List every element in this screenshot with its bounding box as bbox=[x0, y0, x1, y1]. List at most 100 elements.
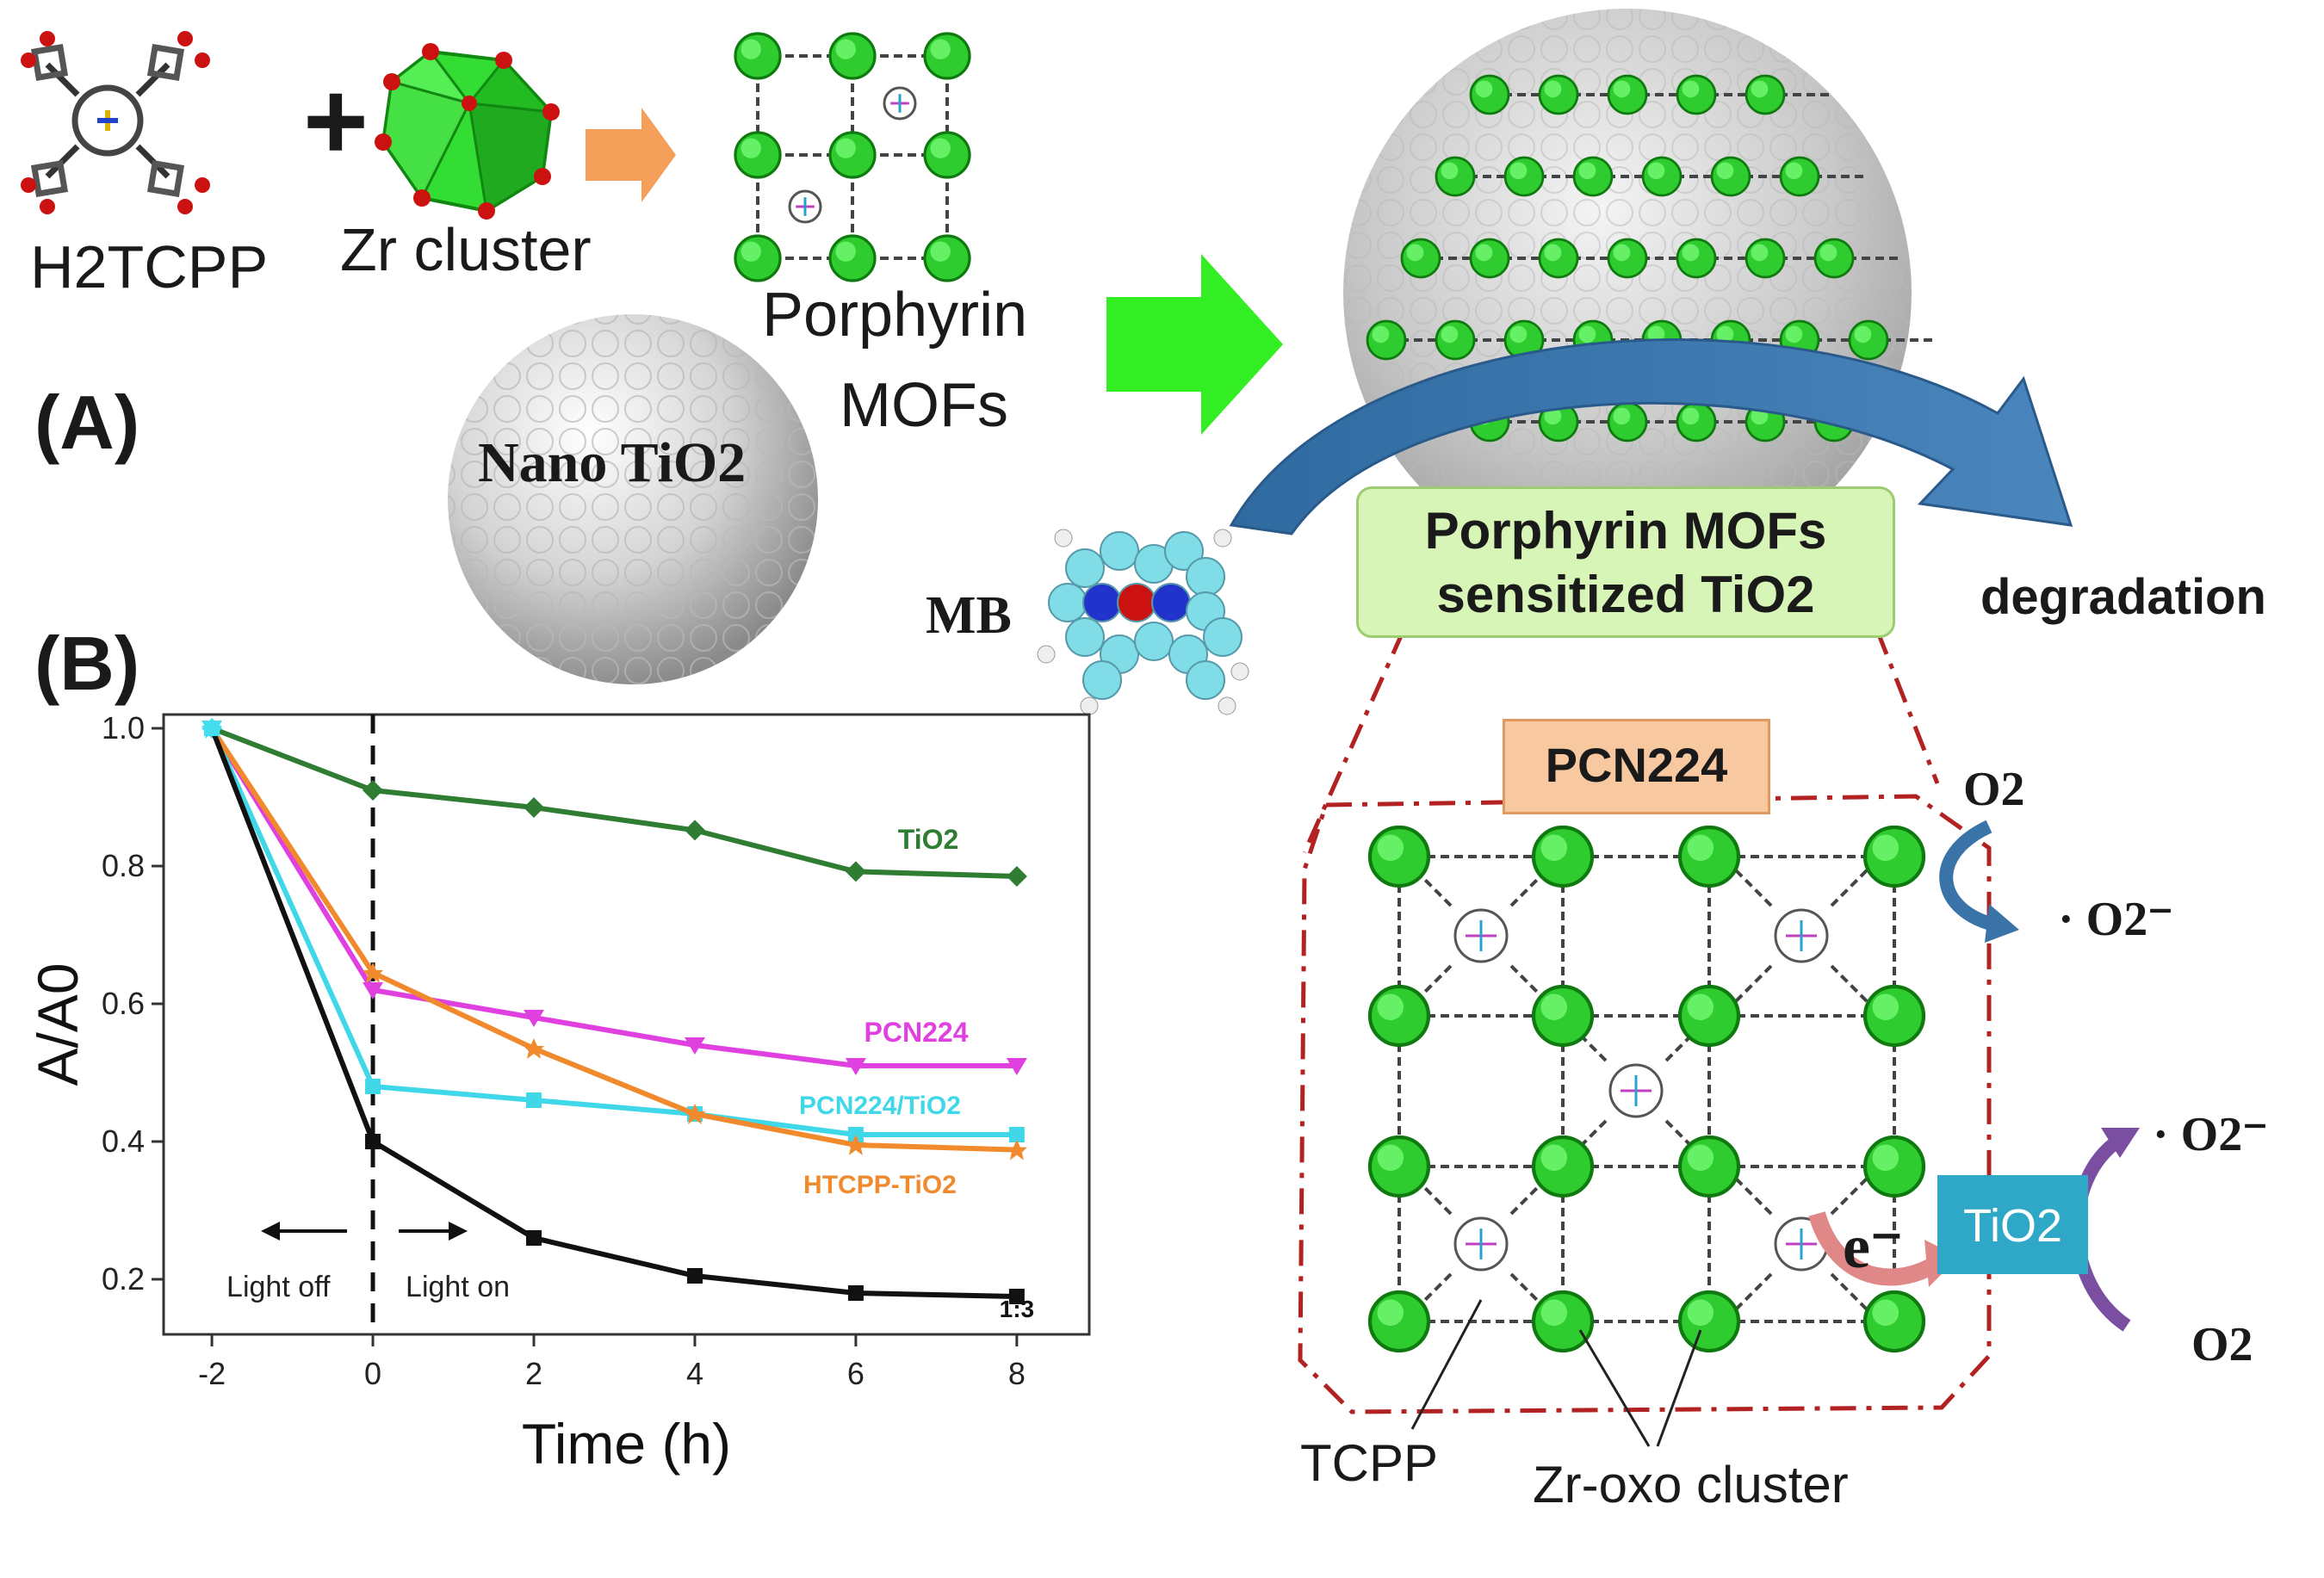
tcpp-label: TCPP bbox=[1300, 1434, 1439, 1492]
zr-oxo-cluster-icon bbox=[923, 131, 971, 179]
blue-degradation-arrow-icon bbox=[1229, 338, 2073, 535]
series-label: TiO2 bbox=[898, 824, 959, 855]
sphere-zr-cluster-icon bbox=[1745, 238, 1786, 279]
series-label: 1:3 bbox=[1000, 1296, 1034, 1322]
series-1-3: 1:3 bbox=[204, 721, 1034, 1322]
sphere-zr-cluster-icon bbox=[1538, 74, 1579, 115]
data-point bbox=[847, 1285, 864, 1301]
data-point bbox=[1006, 1058, 1027, 1075]
o2-bottom-label: O2 bbox=[2191, 1318, 2253, 1371]
data-point bbox=[1008, 1127, 1025, 1142]
sphere-zr-cluster-icon bbox=[1572, 156, 1614, 197]
data-point bbox=[524, 1010, 544, 1027]
porphyrin-mof-framework-icon bbox=[734, 32, 971, 282]
zr-oxo-cluster-icon bbox=[923, 32, 971, 80]
nano-tio2-sphere-icon bbox=[448, 314, 818, 684]
series-line bbox=[209, 727, 1017, 1068]
zr-oxo-cluster-icon bbox=[1862, 984, 1926, 1048]
sensitized-tio2-callout: Porphyrin MOFs sensitized TiO2 bbox=[1356, 486, 1895, 638]
electron-transfer-arrow-icon bbox=[1808, 1210, 1937, 1286]
series-tio2: TiO2 bbox=[201, 718, 1027, 887]
sphere-zr-cluster-icon bbox=[1676, 401, 1717, 442]
data-point bbox=[1006, 1139, 1027, 1160]
mb-hydrogen bbox=[1054, 529, 1073, 548]
tcpp-linker-icon bbox=[1608, 1063, 1664, 1118]
mb-hydrogen bbox=[1037, 645, 1056, 664]
superoxide-top-label: · O2⁻ bbox=[2058, 893, 2173, 946]
porphyrin-mofs-label-line1: Porphyrin bbox=[762, 281, 1028, 350]
sphere-zr-cluster-icon bbox=[1435, 156, 1476, 197]
framework-linker bbox=[1731, 865, 1773, 907]
nano-tio2-label: Nano TiO2 bbox=[478, 431, 747, 494]
zr-oxo-cluster-icon bbox=[1367, 1135, 1431, 1198]
y-tick-label: 0.8 bbox=[102, 848, 145, 883]
data-point bbox=[686, 1268, 703, 1284]
sphere-zr-cluster-icon bbox=[1503, 319, 1545, 361]
panel-b-letter: (B) bbox=[34, 621, 140, 706]
framework-linker bbox=[1830, 865, 1872, 907]
sphere-zr-cluster-icon bbox=[1676, 74, 1717, 115]
x-axis-label: Time (h) bbox=[522, 1412, 731, 1476]
mb-atom bbox=[1186, 660, 1225, 700]
series-label: HTCPP-TiO2 bbox=[803, 1171, 957, 1199]
zr-oxo-cluster-icon bbox=[1862, 1135, 1926, 1198]
zr-oxo-cluster-icon bbox=[1367, 984, 1431, 1048]
tcpp-linker-icon bbox=[1774, 908, 1829, 963]
sphere-zr-cluster-icon bbox=[1779, 156, 1820, 197]
plot-frame bbox=[162, 713, 1091, 1336]
zr-oxo-cluster-icon bbox=[1531, 1135, 1595, 1198]
zr-oxo-cluster-icon bbox=[1677, 984, 1741, 1048]
mb-atom bbox=[1151, 583, 1191, 622]
sphere-zr-cluster-icon bbox=[1435, 319, 1476, 361]
series-label: PCN224 bbox=[865, 1017, 969, 1048]
mb-atom bbox=[1164, 531, 1204, 571]
tio2-box: TiO2 bbox=[1937, 1175, 2088, 1274]
series-pcn224-tio2: PCN224/TiO2 bbox=[204, 721, 1025, 1142]
sphere-zr-cluster-icon bbox=[1607, 238, 1648, 279]
light-on-label: Light on bbox=[406, 1271, 510, 1303]
panel-a-letter: (A) bbox=[34, 380, 140, 465]
sphere-zr-cluster-icon bbox=[1469, 238, 1510, 279]
series-htcpp-tio2: HTCPP-TiO2 bbox=[201, 718, 1027, 1199]
sphere-zr-cluster-icon bbox=[1366, 319, 1407, 361]
pcn224-box-label: PCN224 bbox=[1545, 738, 1728, 792]
zr-oxo-cluster-icon bbox=[1531, 825, 1595, 888]
sphere-zr-cluster-icon bbox=[1641, 156, 1683, 197]
degradation-label: degradation bbox=[1980, 569, 2266, 625]
series-line bbox=[211, 726, 1017, 879]
pcn224-dashdot-frame bbox=[1298, 794, 1992, 1414]
h2tcpp-oxygen-atoms-icon bbox=[21, 31, 210, 214]
methylene-blue-molecule-icon bbox=[1037, 529, 1249, 715]
y-axis-label: A/A0 bbox=[26, 962, 90, 1086]
mof-coated-tio2-sphere-icon bbox=[1343, 9, 1937, 577]
framework-linker bbox=[1731, 1173, 1773, 1216]
o2-bottom-arrowhead-icon bbox=[2101, 1128, 2140, 1158]
sphere-zr-cluster-icon bbox=[1607, 74, 1648, 115]
sphere-zr-cluster-icon bbox=[1745, 74, 1786, 115]
data-point bbox=[204, 721, 220, 736]
zr-cluster-icon bbox=[375, 43, 560, 220]
zr-oxo-cluster-icon bbox=[923, 234, 971, 282]
zr-oxo-cluster-icon bbox=[828, 131, 877, 179]
zr-oxo-cluster-icon bbox=[1531, 984, 1595, 1048]
o2-top-label: O2 bbox=[1963, 763, 2025, 816]
electron-label: e⁻ bbox=[1843, 1212, 1903, 1281]
y-tick-label: 0.4 bbox=[102, 1123, 145, 1159]
data-point bbox=[365, 1079, 381, 1094]
mb-atom bbox=[1065, 548, 1105, 588]
h2tcpp-molecule-icon bbox=[30, 43, 185, 198]
mb-atom bbox=[1048, 583, 1088, 622]
series-line bbox=[209, 727, 1017, 1137]
x-tick-label: 2 bbox=[525, 1356, 542, 1391]
data-point bbox=[363, 780, 384, 801]
light-on-arrowhead-icon bbox=[449, 1222, 468, 1241]
zr-oxo-cluster-icon bbox=[1367, 825, 1431, 888]
zr-oxo-cluster-icon bbox=[828, 32, 877, 80]
data-point bbox=[363, 962, 384, 983]
series-line bbox=[209, 727, 1017, 1153]
tio2-box-label: TiO2 bbox=[1962, 1200, 2062, 1252]
data-point bbox=[1008, 1289, 1025, 1304]
light-off-arrowhead-icon bbox=[261, 1222, 281, 1241]
